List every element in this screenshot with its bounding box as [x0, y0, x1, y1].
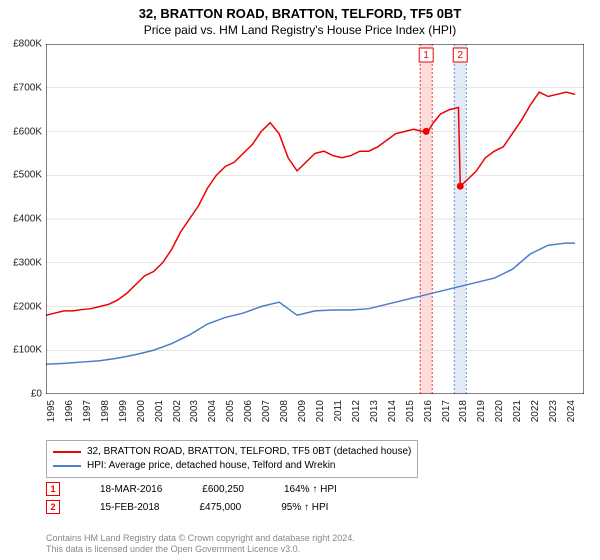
x-tick-label: 2013	[369, 400, 380, 422]
x-tick-label: 2022	[530, 400, 541, 422]
x-tick-label: 2010	[315, 400, 326, 422]
svg-text:1: 1	[423, 50, 429, 61]
x-tick-label: 2015	[405, 400, 416, 422]
x-tick-label: 1996	[64, 400, 75, 422]
x-tick-label: 2014	[387, 400, 398, 422]
x-tick-label: 2017	[441, 400, 452, 422]
legend-swatch	[53, 451, 81, 453]
marker-row: 2 15-FEB-2018 £475,000 95% ↑ HPI	[46, 500, 328, 514]
x-tick-label: 2011	[333, 400, 344, 422]
legend-item: HPI: Average price, detached house, Telf…	[53, 459, 411, 473]
x-tick-label: 1995	[46, 400, 57, 422]
y-tick-label: £200K	[13, 301, 42, 312]
marker-price: £600,250	[202, 484, 244, 495]
y-axis: £0£100K£200K£300K£400K£500K£600K£700K£80…	[0, 44, 44, 394]
y-tick-label: £600K	[13, 126, 42, 137]
x-tick-label: 2012	[351, 400, 362, 422]
x-tick-label: 2016	[423, 400, 434, 422]
marker-id-box: 1	[46, 482, 60, 496]
y-tick-label: £700K	[13, 82, 42, 93]
x-tick-label: 2024	[566, 400, 577, 422]
x-tick-label: 2001	[154, 400, 165, 422]
x-tick-label: 1997	[82, 400, 93, 422]
series-price-paid	[46, 92, 575, 315]
y-tick-label: £800K	[13, 39, 42, 50]
x-tick-label: 2023	[548, 400, 559, 422]
x-tick-label: 2009	[297, 400, 308, 422]
x-tick-label: 1999	[118, 400, 129, 422]
x-axis: 1995 1996 1997 1998 1999 2000 2001 2002 2003 2004…	[46, 396, 584, 446]
legend-item: 32, BRATTON ROAD, BRATTON, TELFORD, TF5 …	[53, 445, 411, 459]
x-tick-label: 2004	[207, 400, 218, 422]
legend-box: 32, BRATTON ROAD, BRATTON, TELFORD, TF5 …	[46, 440, 418, 478]
svg-text:2: 2	[457, 50, 463, 61]
marker-id-box: 2	[46, 500, 60, 514]
legend-label: HPI: Average price, detached house, Telf…	[87, 459, 336, 473]
legend-label: 32, BRATTON ROAD, BRATTON, TELFORD, TF5 …	[87, 445, 411, 459]
y-tick-label: £400K	[13, 214, 42, 225]
series-hpi	[46, 243, 575, 364]
footer-line2: This data is licensed under the Open Gov…	[46, 544, 355, 556]
x-tick-label: 2003	[189, 400, 200, 422]
x-tick-label: 2002	[172, 400, 183, 422]
y-tick-label: £300K	[13, 257, 42, 268]
x-tick-label: 2006	[243, 400, 254, 422]
y-tick-label: £100K	[13, 345, 42, 356]
marker-pct: 95% ↑ HPI	[281, 502, 328, 513]
y-tick-label: £0	[31, 389, 42, 400]
marker-date: 18-MAR-2016	[100, 484, 162, 495]
footer-text: Contains HM Land Registry data © Crown c…	[46, 533, 355, 556]
marker-price: £475,000	[199, 502, 241, 513]
x-tick-label: 2018	[458, 400, 469, 422]
x-tick-label: 2020	[494, 400, 505, 422]
x-tick-label: 2008	[279, 400, 290, 422]
y-tick-label: £500K	[13, 170, 42, 181]
page-title: 32, BRATTON ROAD, BRATTON, TELFORD, TF5 …	[0, 0, 600, 21]
chart-container: 32, BRATTON ROAD, BRATTON, TELFORD, TF5 …	[0, 0, 600, 560]
x-tick-label: 2019	[476, 400, 487, 422]
legend-swatch	[53, 465, 81, 467]
chart-area: 12	[46, 44, 584, 394]
x-tick-label: 2021	[512, 400, 523, 422]
page-subtitle: Price paid vs. HM Land Registry's House …	[0, 21, 600, 41]
footer-line1: Contains HM Land Registry data © Crown c…	[46, 533, 355, 545]
x-tick-label: 2005	[225, 400, 236, 422]
marker-pct: 164% ↑ HPI	[284, 484, 337, 495]
x-tick-label: 2000	[136, 400, 147, 422]
x-tick-label: 2007	[261, 400, 272, 422]
marker-date: 15-FEB-2018	[100, 502, 159, 513]
chart-svg: 12	[46, 44, 584, 394]
marker-row: 1 18-MAR-2016 £600,250 164% ↑ HPI	[46, 482, 337, 496]
x-tick-label: 1998	[100, 400, 111, 422]
